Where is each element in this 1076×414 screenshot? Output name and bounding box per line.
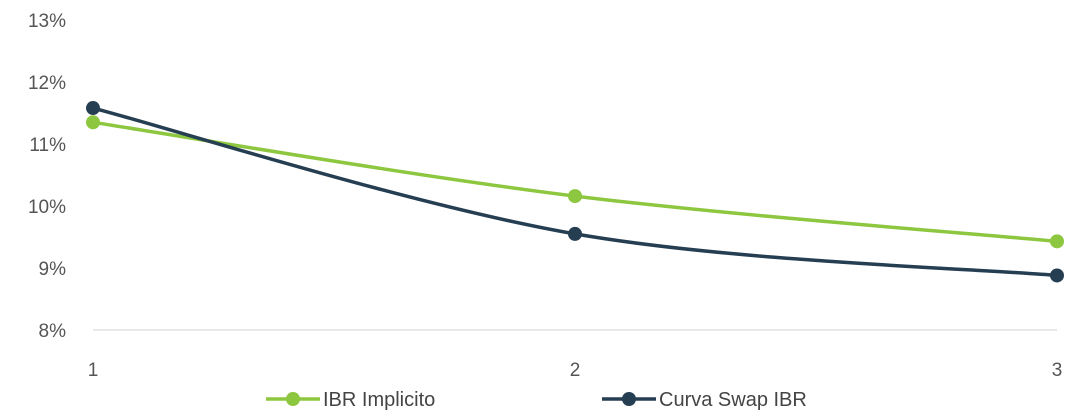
x-tick-label: 1 (88, 360, 99, 381)
series-layer (86, 101, 1064, 283)
legend-item: Curva Swap IBR (602, 389, 807, 411)
series-line (92, 120, 1058, 244)
legend: IBR Implicito Curva Swap IBR (266, 389, 807, 411)
y-axis-ticks: 8% 9% 10% 11% 12% 13% (28, 11, 66, 342)
y-tick-label: 10% (28, 197, 66, 218)
data-point (86, 115, 100, 130)
data-point (1050, 234, 1064, 249)
x-axis-ticks: 1 2 3 (88, 360, 1063, 381)
x-tick-label: 3 (1052, 360, 1063, 381)
data-point (568, 189, 582, 204)
data-point (1050, 268, 1064, 283)
legend-label: Curva Swap IBR (659, 389, 807, 411)
y-tick-label: 11% (29, 135, 66, 156)
legend-label: IBR Implicito (323, 389, 435, 411)
y-tick-label: 12% (28, 73, 66, 94)
legend-item: IBR Implicito (266, 389, 435, 411)
data-point (86, 101, 100, 116)
y-tick-label: 8% (39, 321, 67, 342)
legend-dot-marker (622, 392, 636, 406)
x-tick-label: 2 (570, 360, 581, 381)
legend-dot-marker (286, 392, 300, 406)
y-tick-label: 13% (28, 11, 66, 32)
series-curva-swap-ibr (86, 101, 1064, 283)
data-point (568, 226, 582, 241)
y-tick-label: 9% (39, 259, 67, 280)
